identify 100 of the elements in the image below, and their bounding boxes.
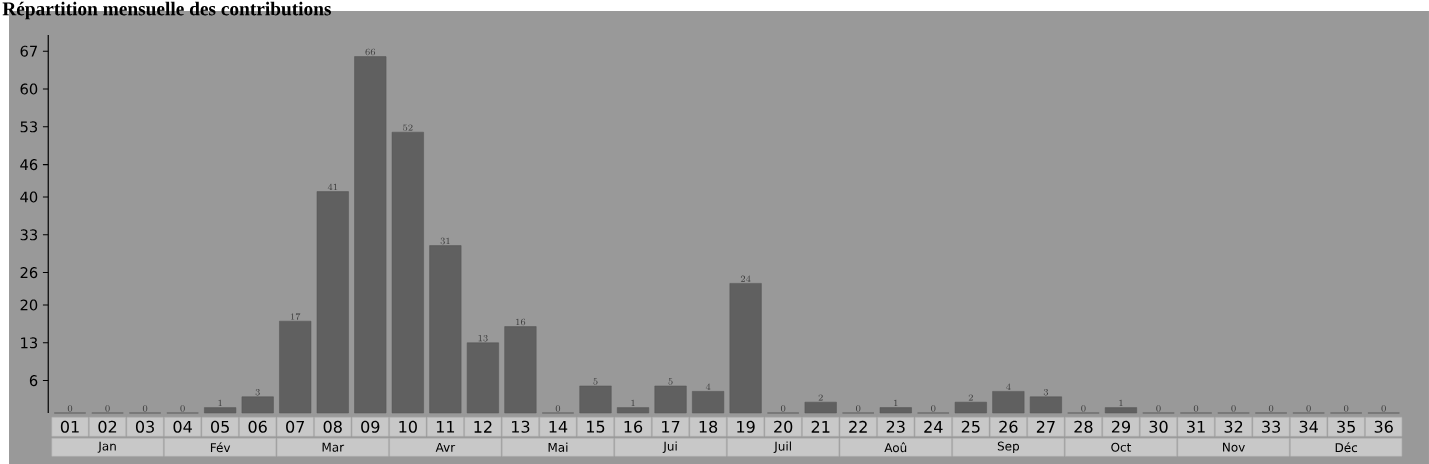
data-label: 0 bbox=[1193, 405, 1199, 412]
bar bbox=[654, 385, 687, 414]
x-tick-label: 19 bbox=[737, 420, 755, 433]
text: Jui bbox=[662, 441, 677, 454]
x-tick-label: 34 bbox=[1299, 420, 1318, 433]
y-tick-label: 20 bbox=[20, 299, 38, 311]
bar bbox=[316, 191, 349, 414]
x-tick-label: 25 bbox=[961, 420, 980, 433]
y-tick-label: 40 bbox=[20, 191, 38, 203]
x-tick-label: 23 bbox=[886, 420, 905, 433]
text: Déc bbox=[1335, 442, 1358, 453]
x-tick-label: 14 bbox=[549, 420, 568, 433]
x-tick-label: 16 bbox=[624, 420, 643, 433]
y-tick-label: 33 bbox=[20, 229, 38, 241]
text: Aoû bbox=[884, 442, 907, 453]
bar bbox=[504, 326, 537, 414]
y-tick-label: 26 bbox=[20, 267, 38, 279]
x-tick-label: 27 bbox=[1036, 420, 1055, 433]
x-tick-label: 31 bbox=[1187, 420, 1205, 433]
x-tick-label: 04 bbox=[173, 420, 192, 433]
data-label: 13 bbox=[478, 335, 488, 342]
data-label: 5 bbox=[668, 378, 673, 385]
x-tick-label: 17 bbox=[662, 420, 680, 433]
bar bbox=[1104, 407, 1137, 414]
data-label: 0 bbox=[180, 405, 185, 412]
x-tick-label: 05 bbox=[211, 420, 229, 433]
data-label: 24 bbox=[740, 275, 751, 282]
data-label: 2 bbox=[968, 394, 973, 401]
x-tick-label: 22 bbox=[849, 420, 867, 433]
data-label: 52 bbox=[403, 124, 413, 131]
data-label: 17 bbox=[290, 313, 301, 320]
x-tick-label: 35 bbox=[1337, 420, 1355, 433]
bar bbox=[579, 385, 612, 414]
x-tick-label: 08 bbox=[323, 420, 342, 433]
bar bbox=[992, 391, 1025, 414]
data-label: 3 bbox=[1043, 389, 1049, 396]
data-label: 66 bbox=[365, 48, 376, 56]
text: Mar bbox=[322, 442, 345, 452]
x-tick-label: 01 bbox=[60, 420, 79, 433]
data-label: 0 bbox=[1081, 405, 1086, 412]
x-tick-label: 03 bbox=[135, 420, 154, 433]
data-label: 0 bbox=[1156, 405, 1161, 412]
data-label: 31 bbox=[440, 237, 450, 245]
x-tick-label: 20 bbox=[774, 420, 793, 433]
bar bbox=[429, 245, 462, 414]
data-label: 0 bbox=[1231, 405, 1236, 412]
y-tick-label: 46 bbox=[20, 159, 38, 171]
x-tick-label: 29 bbox=[1111, 420, 1131, 433]
x-tick-label: 07 bbox=[286, 420, 305, 433]
data-label: 0 bbox=[142, 405, 148, 412]
x-tick-label: 36 bbox=[1374, 420, 1393, 433]
bar bbox=[1029, 396, 1062, 414]
bar bbox=[204, 407, 237, 414]
data-label: 0 bbox=[780, 405, 786, 412]
data-label: 0 bbox=[1381, 405, 1386, 412]
x-tick-label: 02 bbox=[98, 420, 117, 433]
y-tick-label: 6 bbox=[29, 375, 38, 387]
data-label: 0 bbox=[1268, 405, 1274, 412]
bar bbox=[354, 56, 387, 414]
x-tick-label: 24 bbox=[924, 420, 943, 433]
data-label: 5 bbox=[593, 378, 598, 385]
x-tick-label: 21 bbox=[811, 420, 830, 433]
text: Avr bbox=[435, 442, 456, 452]
x-tick-label: 33 bbox=[1262, 420, 1280, 433]
x-tick-label: 30 bbox=[1149, 420, 1168, 433]
text: Sep bbox=[997, 441, 1020, 453]
x-tick-label: 09 bbox=[361, 420, 380, 433]
x-tick-label: 15 bbox=[587, 420, 605, 433]
text: Oct bbox=[1111, 442, 1132, 452]
data-label: 2 bbox=[818, 394, 823, 401]
data-label: 1 bbox=[1119, 399, 1123, 406]
text: Fév bbox=[210, 442, 231, 453]
data-label: 0 bbox=[931, 405, 936, 412]
x-tick-label: 28 bbox=[1074, 420, 1093, 433]
x-tick-label: 26 bbox=[999, 420, 1018, 433]
y-tick-label: 13 bbox=[21, 337, 38, 349]
bar bbox=[879, 407, 912, 414]
y-tick-label: 53 bbox=[20, 121, 38, 133]
x-tick-label: 12 bbox=[474, 420, 492, 433]
data-label: 0 bbox=[67, 405, 73, 412]
x-tick-label: 13 bbox=[512, 420, 530, 433]
x-tick-label: 18 bbox=[699, 420, 718, 433]
bar bbox=[616, 407, 650, 414]
y-tick-label: 60 bbox=[20, 83, 38, 95]
data-label: 4 bbox=[705, 383, 711, 390]
x-tick-label: 32 bbox=[1224, 420, 1243, 433]
y-tick-label: 67 bbox=[20, 45, 37, 57]
text: Jan bbox=[97, 441, 116, 453]
x-tick-label: 06 bbox=[248, 420, 267, 433]
data-label: 4 bbox=[1006, 383, 1011, 390]
bar bbox=[729, 283, 762, 414]
bar bbox=[692, 391, 725, 414]
data-label: 1 bbox=[631, 399, 635, 406]
data-label: 0 bbox=[105, 405, 110, 412]
data-label: 3 bbox=[255, 389, 260, 396]
bar bbox=[391, 131, 424, 414]
bar bbox=[954, 401, 987, 414]
bar bbox=[466, 342, 499, 414]
data-label: 1 bbox=[218, 399, 222, 406]
text: Nov bbox=[1223, 442, 1245, 452]
